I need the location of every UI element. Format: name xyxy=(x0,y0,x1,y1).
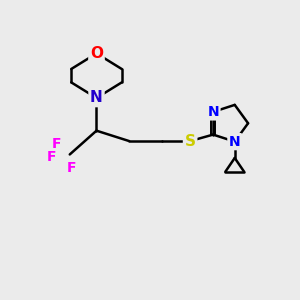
Text: N: N xyxy=(90,91,103,106)
Text: F: F xyxy=(67,161,76,175)
Text: F: F xyxy=(47,150,57,164)
Text: F: F xyxy=(52,137,61,151)
Text: N: N xyxy=(229,135,241,148)
Text: O: O xyxy=(90,46,103,61)
Text: S: S xyxy=(184,134,196,148)
Text: N: N xyxy=(207,105,219,119)
